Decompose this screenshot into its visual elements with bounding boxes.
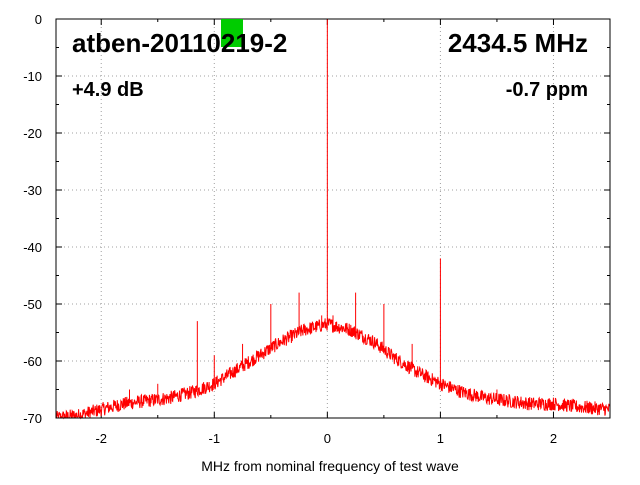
x-tick-label: 2 xyxy=(550,431,557,446)
x-tick-label: 0 xyxy=(324,431,331,446)
y-tick-label: 0 xyxy=(35,12,42,27)
y-tick-label: -10 xyxy=(23,69,42,84)
frequency-label: 2434.5 MHz xyxy=(448,28,588,58)
y-tick-label: -50 xyxy=(23,297,42,312)
offset-label: -0.7 ppm xyxy=(506,79,588,101)
y-tick-label: -40 xyxy=(23,240,42,255)
y-tick-label: -30 xyxy=(23,183,42,198)
y-tick-label: -60 xyxy=(23,354,42,369)
y-tick-label: -70 xyxy=(23,411,42,426)
status-marker xyxy=(221,19,243,47)
x-axis-label: MHz from nominal frequency of test wave xyxy=(201,458,459,474)
gain-label: +4.9 dB xyxy=(72,79,144,101)
grid-layer xyxy=(56,19,610,418)
device-name-label: atben-20110219-2 xyxy=(72,28,287,58)
x-tick-label: -2 xyxy=(95,431,107,446)
spectrum-trace xyxy=(55,317,610,420)
x-tick-label: 1 xyxy=(437,431,444,446)
x-tick-label: -1 xyxy=(209,431,221,446)
plot-frame xyxy=(55,18,611,419)
data-layer xyxy=(55,19,610,420)
y-tick-label: -20 xyxy=(23,126,42,141)
ticks-layer: 0-10-20-30-40-50-60-70-2 -1 0 1 2 xyxy=(23,12,611,446)
plot-area xyxy=(56,19,610,418)
